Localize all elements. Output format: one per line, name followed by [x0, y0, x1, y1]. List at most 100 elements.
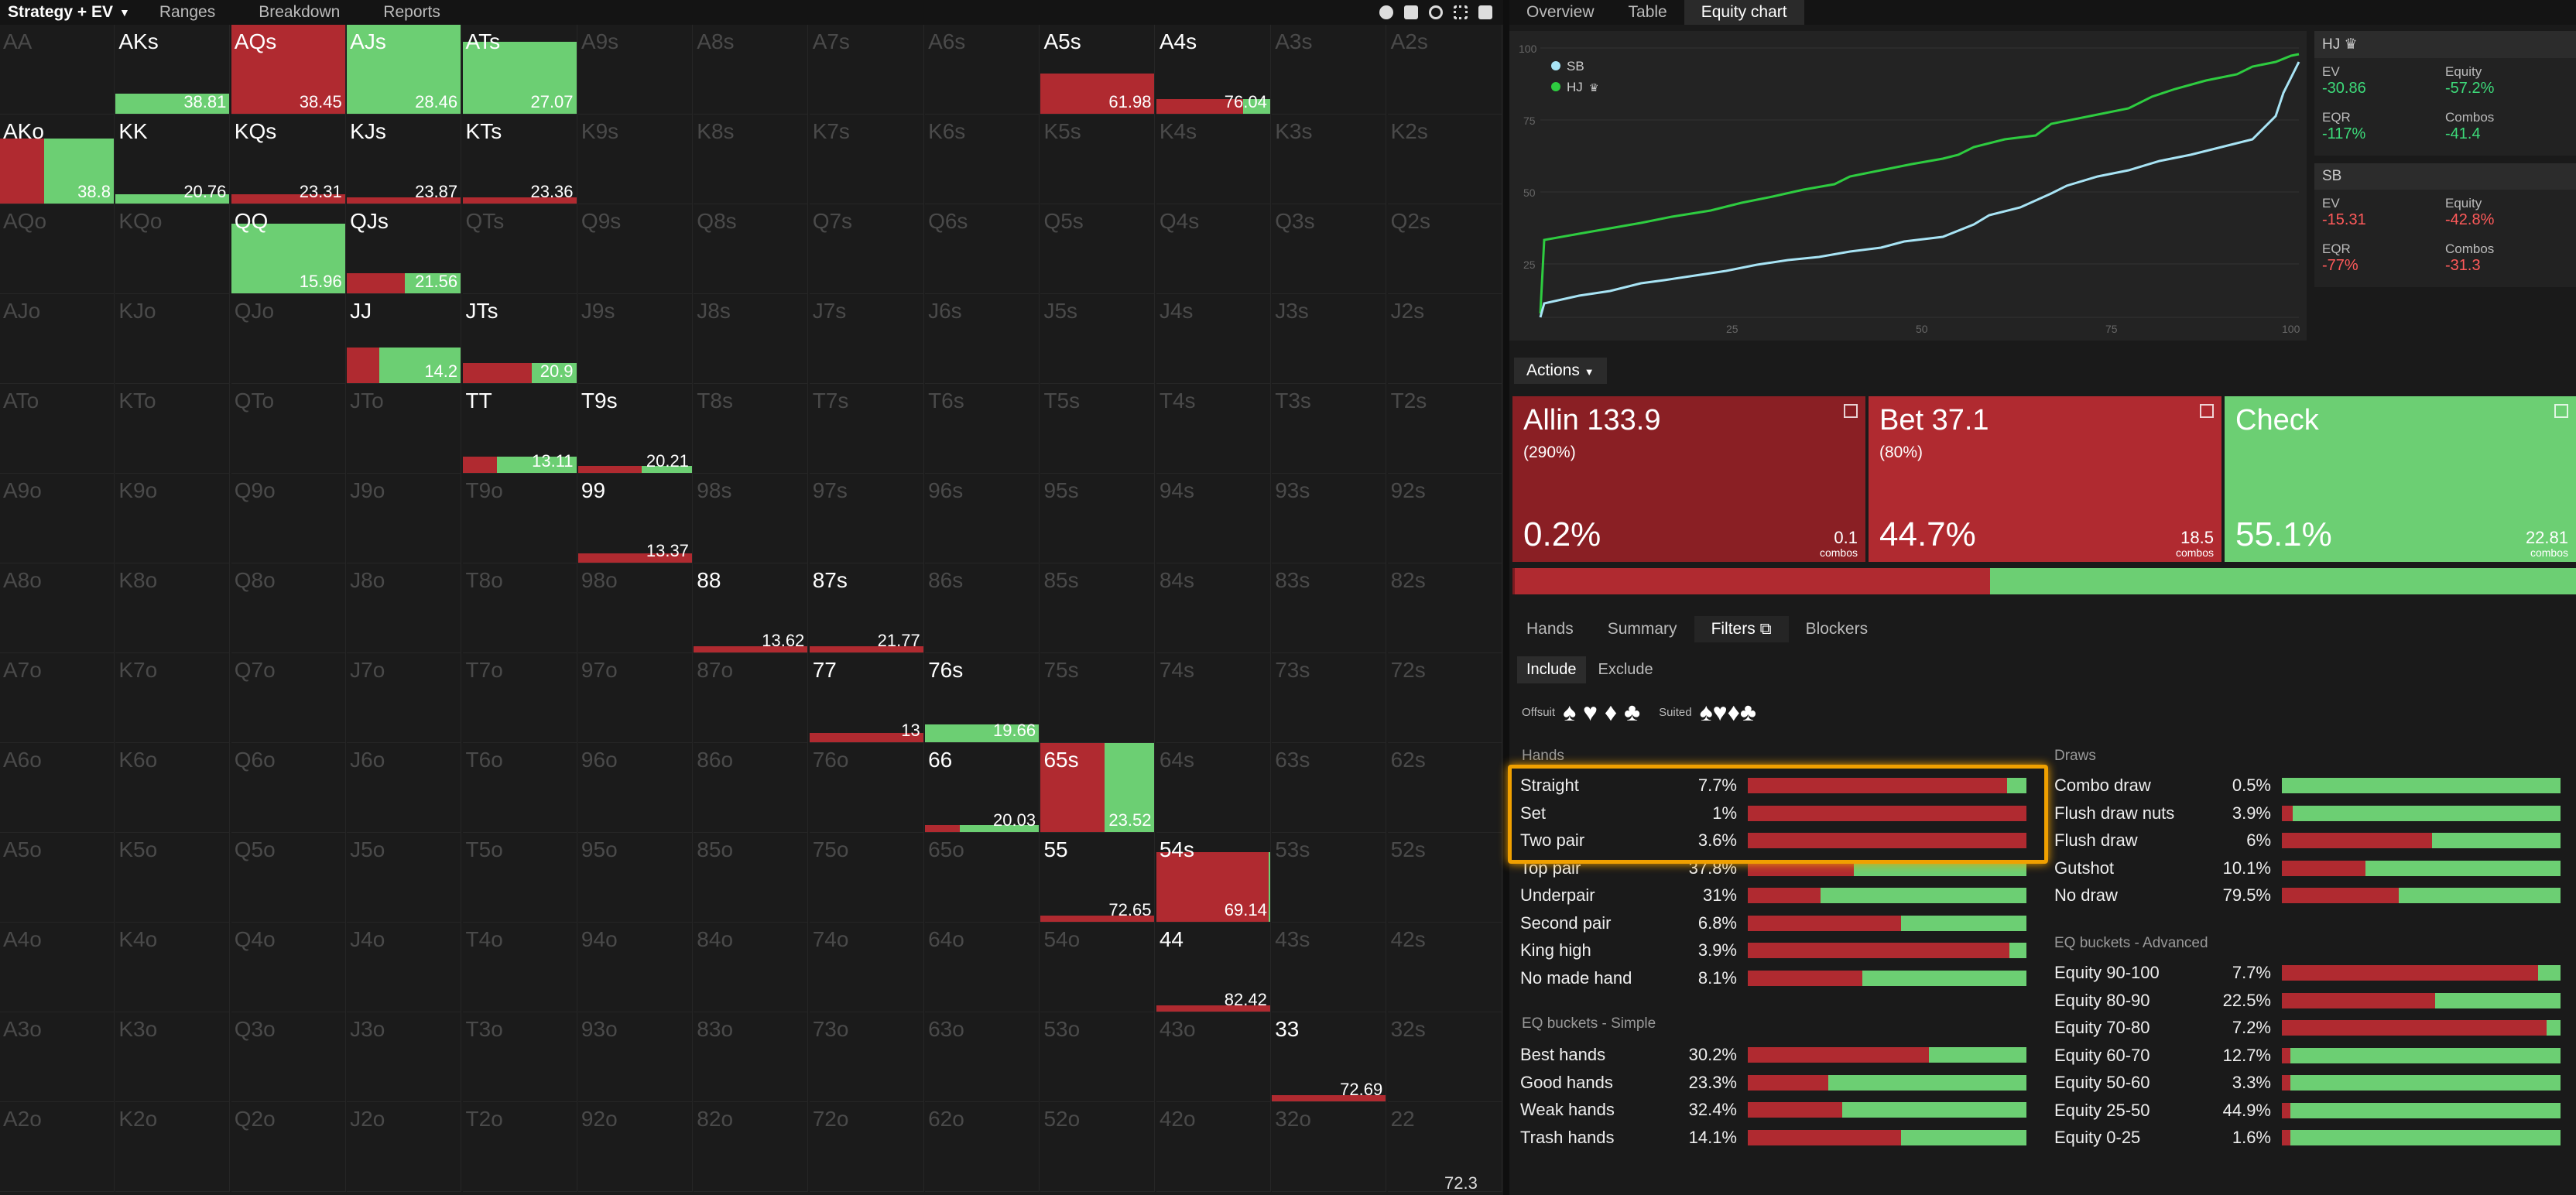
eq-simple-row[interactable]: Good hands 23.3%: [1520, 1071, 2026, 1094]
hand-cell[interactable]: A8o: [0, 563, 115, 653]
hand-cell[interactable]: J2s: [1387, 294, 1502, 384]
hand-cell[interactable]: 82s: [1387, 563, 1502, 653]
hand-cell[interactable]: J3o: [347, 1012, 462, 1102]
hand-cell[interactable]: 95s: [1040, 474, 1156, 563]
hand-cell[interactable]: K3o: [115, 1012, 231, 1102]
hand-cell[interactable]: 64s: [1156, 743, 1271, 833]
hand-cell[interactable]: KTo: [115, 384, 231, 474]
hand-cell[interactable]: A3s: [1272, 25, 1387, 115]
hand-cell[interactable]: 73s: [1272, 653, 1387, 743]
include-button[interactable]: Include: [1517, 656, 1586, 683]
hand-cell[interactable]: 93o: [577, 1012, 693, 1102]
hand-cell[interactable]: J9s: [577, 294, 693, 384]
hand-cell[interactable]: K8s: [694, 115, 809, 204]
hand-cell[interactable]: 43s: [1272, 923, 1387, 1012]
hand-cell[interactable]: 65o: [925, 833, 1040, 923]
hand-cell[interactable]: 44 82.42: [1156, 923, 1271, 1012]
hand-cell[interactable]: Q7s: [809, 204, 924, 294]
hand-cell[interactable]: 98s: [694, 474, 809, 563]
hand-cell[interactable]: Q4o: [231, 923, 346, 1012]
hands-row[interactable]: Two pair 3.6%: [1520, 829, 2026, 852]
hand-cell[interactable]: 82o: [694, 1102, 809, 1192]
expand-icon[interactable]: [2200, 404, 2214, 418]
hand-cell[interactable]: 66 20.03: [925, 743, 1040, 833]
eq-advanced-row[interactable]: Equity 90-100 7.7%: [2054, 961, 2561, 984]
eq-simple-row[interactable]: Trash hands 14.1%: [1520, 1126, 2026, 1149]
action-check[interactable]: Check 55.1% 22.81 combos: [2225, 396, 2576, 562]
hand-cell[interactable]: T3o: [462, 1012, 577, 1102]
hand-cell[interactable]: J5o: [347, 833, 462, 923]
hand-cell[interactable]: Q3s: [1272, 204, 1387, 294]
hand-cell[interactable]: KJo: [115, 294, 231, 384]
hand-cell[interactable]: K3s: [1272, 115, 1387, 204]
hand-cell[interactable]: 63o: [925, 1012, 1040, 1102]
hand-cell[interactable]: 53o: [1040, 1012, 1156, 1102]
hand-cell[interactable]: Q8s: [694, 204, 809, 294]
hand-cell[interactable]: A3o: [0, 1012, 115, 1102]
hand-cell[interactable]: 96o: [577, 743, 693, 833]
offsuit-suit-icons[interactable]: ♠ ♥ ♦ ♣: [1563, 698, 1641, 726]
hand-cell[interactable]: 94o: [577, 923, 693, 1012]
hand-cell[interactable]: 95o: [577, 833, 693, 923]
hand-cell[interactable]: 52s: [1387, 833, 1502, 923]
hand-cell[interactable]: Q8o: [231, 563, 346, 653]
hand-cell[interactable]: J8o: [347, 563, 462, 653]
hand-cell[interactable]: 62o: [925, 1102, 1040, 1192]
hand-cell[interactable]: K2o: [115, 1102, 231, 1192]
hand-cell[interactable]: 76s 19.66: [925, 653, 1040, 743]
hand-cell[interactable]: 42o: [1156, 1102, 1271, 1192]
hand-cell[interactable]: K2s: [1387, 115, 1502, 204]
hand-cell[interactable]: A7s: [809, 25, 924, 115]
hand-cell[interactable]: 85o: [694, 833, 809, 923]
tab-overview[interactable]: Overview: [1526, 3, 1595, 21]
hand-cell[interactable]: T5s: [1040, 384, 1156, 474]
tab-hands[interactable]: Hands: [1526, 620, 1574, 638]
hand-cell[interactable]: J2o: [347, 1102, 462, 1192]
hand-cell[interactable]: 87s 21.77: [809, 563, 924, 653]
hand-cell[interactable]: 53s: [1272, 833, 1387, 923]
hand-cell[interactable]: T9s 20.21: [577, 384, 693, 474]
eq-simple-row[interactable]: Best hands 30.2%: [1520, 1043, 2026, 1067]
eq-simple-row[interactable]: Weak hands 32.4%: [1520, 1098, 2026, 1121]
eq-advanced-row[interactable]: Equity 50-60 3.3%: [2054, 1071, 2561, 1094]
hands-row[interactable]: Top pair 37.8%: [1520, 857, 2026, 880]
tab-summary[interactable]: Summary: [1607, 620, 1677, 638]
contrast-icon[interactable]: [1404, 5, 1418, 19]
hand-cell[interactable]: 55 72.65: [1040, 833, 1156, 923]
tab-reports[interactable]: Reports: [383, 3, 440, 21]
hands-row[interactable]: King high 3.9%: [1520, 939, 2026, 962]
hand-cell[interactable]: ATo: [0, 384, 115, 474]
hand-cell[interactable]: JTo: [347, 384, 462, 474]
hand-cell[interactable]: K4o: [115, 923, 231, 1012]
hands-row[interactable]: Straight 7.7%: [1520, 774, 2026, 797]
hand-cell[interactable]: 94s: [1156, 474, 1271, 563]
tab-equity-chart[interactable]: Equity chart: [1684, 0, 1804, 25]
hand-cell[interactable]: KQo: [115, 204, 231, 294]
hand-cell[interactable]: Q5s: [1040, 204, 1156, 294]
hand-cell[interactable]: K7o: [115, 653, 231, 743]
hand-cell[interactable]: A6s: [925, 25, 1040, 115]
hand-cell[interactable]: KTs 23.36: [462, 115, 577, 204]
hand-cell[interactable]: 99 13.37: [577, 474, 693, 563]
hand-cell[interactable]: K5s: [1040, 115, 1156, 204]
hand-cell[interactable]: 86s: [925, 563, 1040, 653]
hand-cell[interactable]: T4o: [462, 923, 577, 1012]
hand-cell[interactable]: Q2s: [1387, 204, 1502, 294]
hands-row[interactable]: Underpair 31%: [1520, 884, 2026, 907]
hand-cell[interactable]: J7s: [809, 294, 924, 384]
hand-cell[interactable]: 32o: [1272, 1102, 1387, 1192]
hand-cell[interactable]: K5o: [115, 833, 231, 923]
hand-cell[interactable]: 75s: [1040, 653, 1156, 743]
hand-cell[interactable]: A8s: [694, 25, 809, 115]
hand-cell[interactable]: 74s: [1156, 653, 1271, 743]
hand-cell[interactable]: A6o: [0, 743, 115, 833]
hand-cell[interactable]: J9o: [347, 474, 462, 563]
hand-cell[interactable]: K9s: [577, 115, 693, 204]
hand-cell[interactable]: K6s: [925, 115, 1040, 204]
hand-cell[interactable]: K9o: [115, 474, 231, 563]
hand-cell[interactable]: 72s: [1387, 653, 1502, 743]
hand-cell[interactable]: Q4s: [1156, 204, 1271, 294]
hand-cell[interactable]: J6o: [347, 743, 462, 833]
hand-cell[interactable]: KQs 23.31: [231, 115, 346, 204]
hands-row[interactable]: Second pair 6.8%: [1520, 912, 2026, 935]
